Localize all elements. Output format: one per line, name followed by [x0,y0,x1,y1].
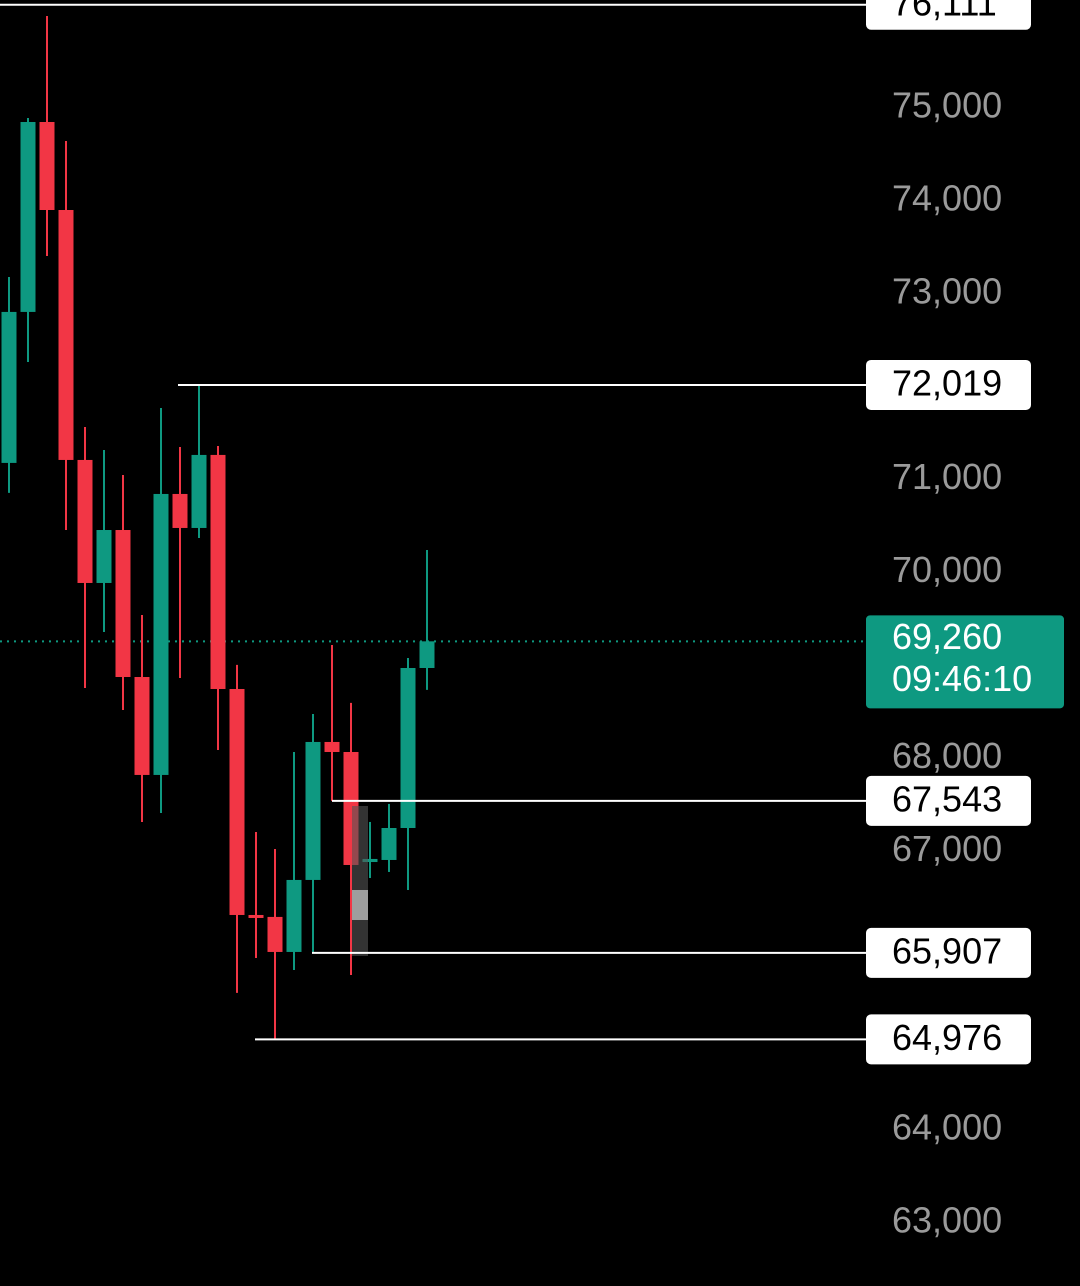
last-price-box [866,615,1064,709]
last-price-label: 69,260 [892,616,1002,657]
level-label-box [866,1014,1031,1065]
selection-overlay [352,806,368,956]
y-tick-label: 63,000 [892,1200,1002,1241]
y-tick-label: 68,000 [892,735,1002,776]
y-tick-label: 64,000 [892,1107,1002,1148]
y-tick-label: 71,000 [892,456,1002,497]
level-label-box [866,0,1031,30]
candle-body [400,667,416,829]
candle-body [305,741,321,880]
level-label: 64,976 [892,1017,1002,1058]
candle-body [20,122,36,312]
candle-body [153,493,169,775]
candle-body [229,688,245,915]
candle-body [96,530,112,583]
candle-body [115,530,131,678]
candle-body [191,454,207,528]
candle-body [77,459,93,583]
candle-body [362,858,378,863]
y-tick-label: 70,000 [892,549,1002,590]
candle-body [267,916,283,952]
candle-body [134,677,150,775]
candle-body [39,122,55,210]
level-label-box [866,359,1031,410]
candle-body [324,741,340,752]
candle-body [172,493,188,528]
last-price-time: 09:46:10 [892,658,1032,699]
y-tick-label: 73,000 [892,270,1002,311]
level-label-box [866,927,1031,978]
candle-body [381,828,397,860]
candle-body [1,311,17,463]
y-tick-label: 67,000 [892,828,1002,869]
candle-body [248,914,264,918]
level-label: 72,019 [892,362,1002,403]
candle-body [286,879,302,952]
candle-body [419,641,435,668]
candle-body [58,209,74,460]
level-label-box [866,775,1031,826]
y-tick-label: 75,000 [892,84,1002,125]
level-label: 65,907 [892,930,1002,971]
selection-overlay [352,890,368,920]
level-label: 67,543 [892,778,1002,819]
candle-body [210,454,226,689]
y-tick-label: 74,000 [892,177,1002,218]
level-label: 76,111 [892,0,997,23]
